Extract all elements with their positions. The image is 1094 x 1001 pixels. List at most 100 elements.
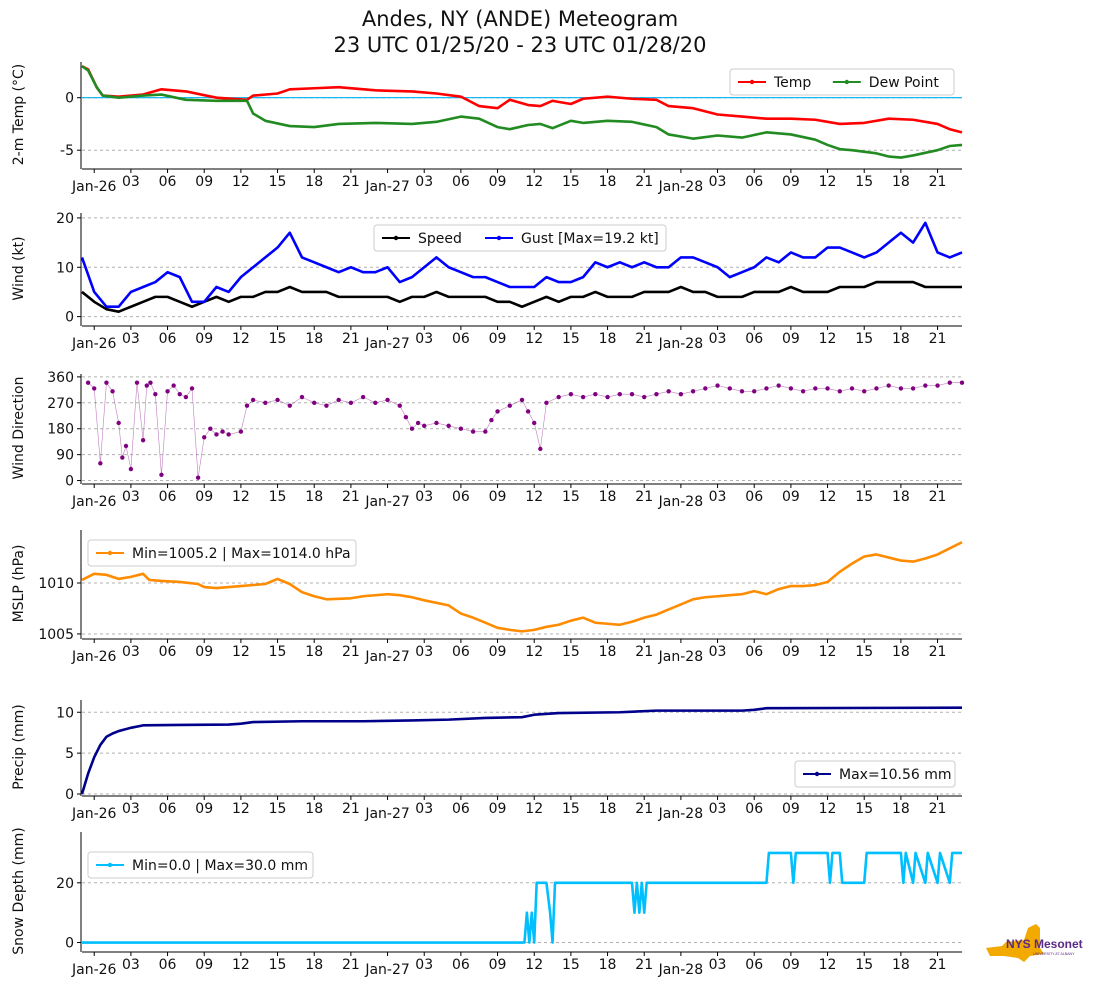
x-tick-label: 03 [709,331,727,347]
data-point [195,475,201,480]
x-tick-label: 21 [342,489,360,505]
data-point [593,391,598,397]
data-point [348,400,354,405]
x-tick-label: 06 [452,644,470,660]
data-point [837,389,842,394]
x-tick-label: Jan-27 [364,494,409,510]
series-wind-1-line [80,221,963,309]
x-tick-label: 15 [562,174,580,190]
legend-label: Min=1005.2 | Max=1014.0 hPa [132,546,351,562]
x-tick-label: 09 [782,644,800,660]
data-point [373,400,378,405]
x-tick-label: 18 [892,957,910,973]
legend-box [794,760,956,788]
data-point [422,423,427,429]
series-temperature-1-line [81,65,963,159]
data-point [446,423,451,429]
legend-swatch-marker [496,235,502,241]
x-tick-label: 18 [305,801,323,817]
y-tick-label: 0 [65,310,74,326]
x-tick-label: Jan-26 [71,649,117,665]
legend-label: Gust [Max=19.2 kt] [521,231,659,247]
data-point [654,391,659,397]
data-point [617,391,622,397]
data-point [85,380,91,385]
x-tick-label: 09 [489,801,507,817]
x-tick-label: Jan-26 [71,494,117,510]
x-tick-label: 09 [195,644,213,660]
x-tick-label: 21 [635,489,653,505]
x-tick-label: 18 [892,331,910,347]
data-point [214,432,219,437]
x-tick-label: 06 [452,957,470,973]
x-tick-label: 15 [562,957,580,973]
x-tick-label: 09 [782,489,800,505]
data-point [483,429,488,434]
data-point [825,386,830,391]
data-point [923,383,928,388]
x-tick-label: 18 [305,644,323,660]
y-tick-label: 0 [65,787,74,803]
data-point [538,446,543,452]
x-tick-label: 12 [525,489,543,505]
x-tick-label: Jan-27 [364,649,409,665]
x-tick-label: 03 [122,489,140,505]
data-point [862,389,867,394]
x-tick-label: 09 [782,331,800,347]
x-tick-label: 09 [489,957,507,973]
y-tick-label: 0 [65,474,74,490]
x-tick-label: 18 [599,489,617,505]
data-point [703,386,708,391]
legend-label: Dew Point [869,75,940,91]
x-tick-label: 15 [562,801,580,817]
data-point [532,420,537,426]
x-tick-label: 03 [122,644,140,660]
legend-label: Min=0.0 | Max=30.0 mm [132,858,308,874]
x-tick-label: 21 [929,174,947,190]
x-tick-label: 06 [159,331,177,347]
x-tick-label: 12 [525,331,543,347]
data-point [678,391,684,397]
x-tick-label: 18 [599,644,617,660]
legend-swatch-marker [393,235,399,241]
x-tick-label: 21 [929,644,947,660]
data-point [666,389,671,394]
data-point [752,389,757,394]
x-tick-label: 21 [342,174,360,190]
data-point [120,455,125,460]
x-tick-label: Jan-28 [658,962,703,978]
x-tick-label: 06 [745,801,763,817]
data-point [874,386,879,391]
data-point [568,391,574,397]
data-point [171,383,176,388]
data-point [226,432,231,437]
x-tick-label: 12 [232,174,250,190]
x-tick-label: 12 [232,801,250,817]
x-tick-label: 12 [232,331,250,347]
x-tick-label: 03 [415,801,433,817]
data-point [159,472,164,477]
x-tick-label: 06 [745,644,763,660]
x-tick-label: 06 [159,957,177,973]
chart-title-line-2: 23 UTC 01/25/20 - 23 UTC 01/28/20 [333,33,707,57]
data-point [140,438,146,443]
x-tick-label: 21 [635,957,653,973]
legend-box [87,851,314,879]
data-point [434,420,439,426]
data-point [788,386,794,391]
x-tick-label: 12 [525,801,543,817]
data-point [495,409,500,414]
x-tick-label: Jan-28 [658,806,703,822]
data-point [580,394,586,400]
x-tick-label: 18 [305,174,323,190]
x-tick-label: 15 [855,174,873,190]
x-tick-label: 09 [195,489,213,505]
x-tick-label: 18 [892,489,910,505]
y-tick-label: 0 [65,91,74,107]
series-wind_direction-0-trace [87,381,962,478]
x-tick-label: 03 [415,331,433,347]
